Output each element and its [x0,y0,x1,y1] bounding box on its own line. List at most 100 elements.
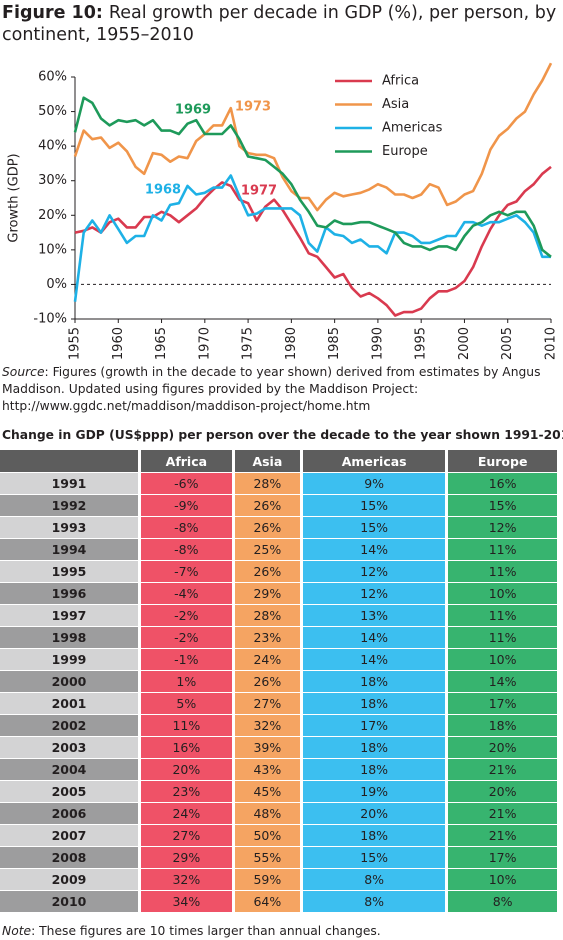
table-cell: 5% [141,693,232,714]
table-cell: -2% [141,627,232,648]
y-tick-label: 10% [38,242,67,257]
table-cell: 25% [234,539,301,560]
table-cell: 14% [303,649,446,670]
legend-label: Africa [382,74,419,89]
x-tick-label: 1975 [241,327,256,360]
annotation: 1968 [145,183,181,198]
table-cell: 15% [303,517,446,538]
series-line [73,174,551,302]
table-cell: -6% [141,473,232,494]
table-row: 2002 11% 32% 17% 18% [0,715,557,736]
table-cell: 19% [303,781,446,802]
table-row: 1996 -4% 29% 12% 10% [0,583,557,604]
table-cell: 14% [448,671,557,692]
row-header: 1999 [0,649,138,670]
y-tick-label: -10% [33,312,67,327]
table-cell: 12% [448,517,557,538]
table-cell: -1% [141,649,232,670]
table-row: 2006 24% 48% 20% 21% [0,803,557,824]
header-corner [0,450,138,472]
table-cell: 45% [234,781,301,802]
table-row: 2009 32% 59% 8% 10% [0,869,557,890]
row-header: 2008 [0,847,138,868]
table-cell: 28% [234,605,301,626]
table-cell: 12% [303,583,446,604]
table-row: 1993 -8% 26% 15% 12% [0,517,557,538]
table-cell: 23% [234,627,301,648]
table-cell: -9% [141,495,232,516]
table-cell: 64% [234,891,301,912]
table-cell: 39% [234,737,301,758]
table-row: 2005 23% 45% 19% 20% [0,781,557,802]
series-line [73,62,553,212]
table-cell: 10% [448,649,557,670]
table-cell: 20% [141,759,232,780]
table-cell: 11% [448,605,557,626]
table-row: 2001 5% 27% 18% 17% [0,693,557,714]
chart: -10% 0% 10% 20% 30% 40% 50% 60% 1955 1960 1965 1970… [7,62,559,360]
table-cell: 27% [234,693,301,714]
table-cell: 32% [141,869,232,890]
table-cell: 10% [448,869,557,890]
row-header: 2002 [0,715,138,736]
table-row: 1995 -7% 26% 12% 11% [0,561,557,582]
table-cell: -8% [141,539,232,560]
table: Africa Asia Americas Europe 1991 -6% 28% 9% 16% 1… [0,449,560,913]
table-cell: 26% [234,517,301,538]
title: Figure 10: Real growth per decade in GDP … [2,2,557,46]
table-row: 2007 27% 50% 18% 21% [0,825,557,846]
legend-label: Asia [382,97,409,112]
table-cell: 48% [234,803,301,824]
table-cell: 50% [234,825,301,846]
row-header: 1992 [0,495,138,516]
source-text: : Figures (growth in the decade to year … [2,365,541,413]
table-cell: 26% [234,671,301,692]
table-cell: 15% [448,495,557,516]
column-header: Europe [448,450,557,472]
table-cell: 21% [448,803,557,824]
row-header: 2003 [0,737,138,758]
table-cell: 27% [141,825,232,846]
x-tick-label: 2010 [544,327,559,360]
table-cell: 34% [141,891,232,912]
table-cell: 23% [141,781,232,802]
series-line [73,96,552,258]
row-header: 2010 [0,891,138,912]
table-cell: 16% [141,737,232,758]
table-row: 2003 16% 39% 18% 20% [0,737,557,758]
table-cell: 15% [303,847,446,868]
table-cell: 13% [303,605,446,626]
y-tick-label: 60% [38,70,67,85]
table-cell: 11% [141,715,232,736]
table-cell: -8% [141,517,232,538]
note-label: Note [2,924,32,938]
table-cell: 14% [303,627,446,648]
source: Source: Figures (growth in the decade to… [2,364,560,415]
row-header: 1995 [0,561,138,582]
table-row: 2010 34% 64% 8% 8% [0,891,557,912]
x-tick-label: 1990 [370,327,385,360]
x-tick-label: 1965 [154,327,169,360]
table-cell: 21% [448,825,557,846]
x-tick-label: 1960 [111,327,126,360]
table-cell: 26% [234,495,301,516]
y-tick-label: 40% [38,139,67,154]
chart-title: Real growth per decade in GDP (%), per p… [2,3,557,45]
column-header: Americas [303,450,446,472]
table-cell: 10% [448,583,557,604]
table-cell: 15% [303,495,446,516]
row-header: 1997 [0,605,138,626]
x-tick-label: 1980 [284,327,299,360]
column-header: Africa [141,450,232,472]
row-header: 1991 [0,473,138,494]
table-cell: 17% [448,847,557,868]
x-tick-label: 1985 [327,327,342,360]
table-cell: 26% [234,561,301,582]
table-cell: 29% [234,583,301,604]
column-header: Asia [234,450,301,472]
table-row: 1994 -8% 25% 14% 11% [0,539,557,560]
table-cell: 18% [448,715,557,736]
y-tick-label: 30% [38,173,67,188]
annotation: 1977 [241,184,277,199]
row-header: 2007 [0,825,138,846]
